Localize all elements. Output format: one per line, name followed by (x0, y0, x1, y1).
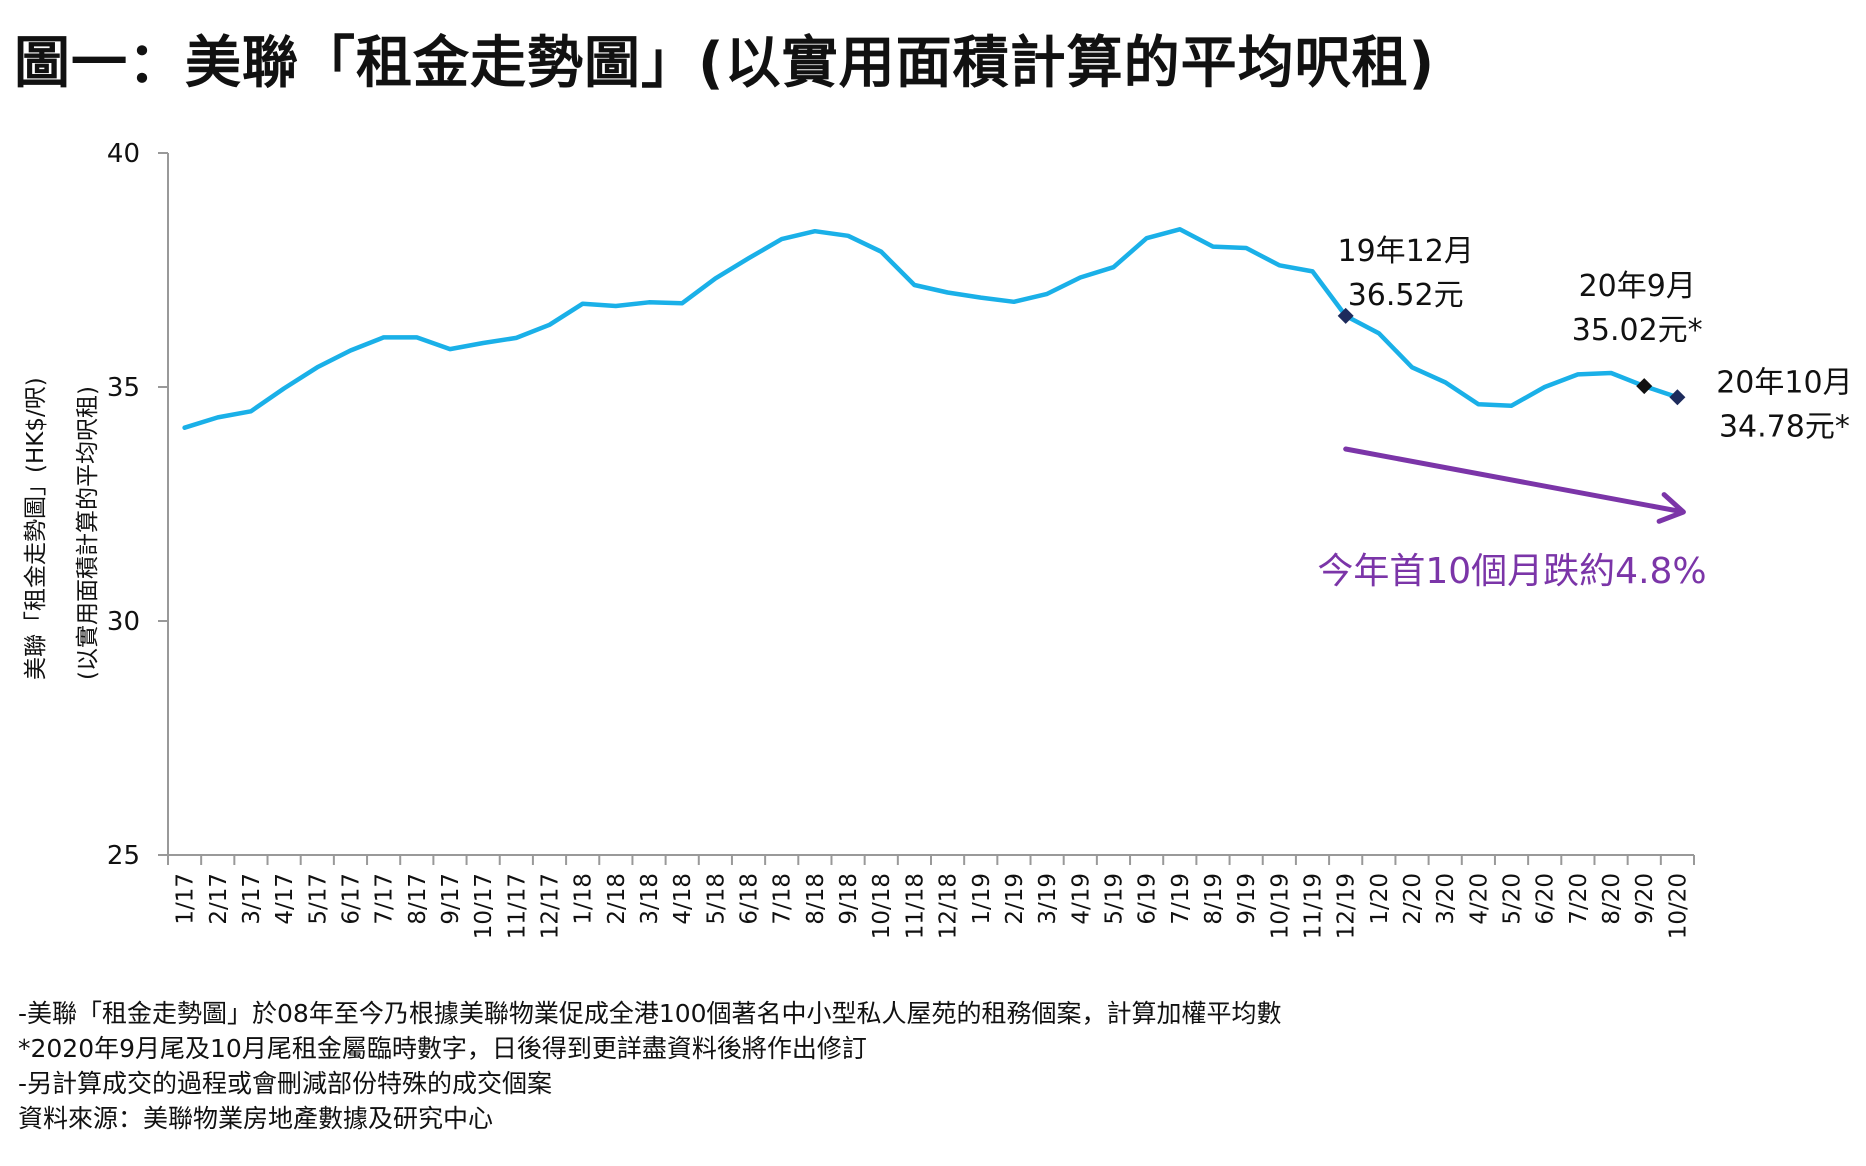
x-tick-label: 3/17 (239, 873, 265, 925)
x-tick-label: 3/19 (1035, 873, 1061, 925)
data-point-label: 19年12月 (1337, 234, 1473, 269)
x-tick-label: 7/19 (1168, 873, 1194, 925)
data-point-marker (1337, 307, 1354, 324)
x-tick-label: 11/19 (1301, 873, 1327, 939)
x-tick-label: 12/19 (1334, 873, 1360, 939)
x-tick-label: 4/19 (1068, 873, 1094, 925)
x-tick-label: 5/17 (305, 873, 331, 925)
data-point-marker (1636, 378, 1653, 395)
x-tick-label: 9/20 (1632, 873, 1658, 925)
x-tick-label: 1/19 (969, 873, 995, 925)
data-point-label: 35.02元* (1572, 313, 1703, 348)
x-tick-label: 4/17 (272, 873, 298, 925)
x-tick-label: 2/18 (604, 873, 630, 925)
trend-annotation-label: 今年首10個月跌約4.8% (1317, 551, 1706, 592)
trend-arrow-line (1343, 446, 1683, 514)
y-tick-label: 35 (107, 373, 140, 403)
x-tick-label: 1/17 (173, 873, 199, 925)
x-tick-label: 10/20 (1665, 873, 1691, 939)
data-point-label: 20年9月 (1579, 269, 1696, 304)
x-tick-label: 5/20 (1500, 873, 1526, 925)
x-tick-label: 6/19 (1135, 873, 1161, 925)
trend-arrow-head (1656, 492, 1686, 524)
x-tick-label: 1/20 (1367, 873, 1393, 925)
footnotes: -美聯「租金走勢圖」於08年至今乃根據美聯物業促成全港100個著名中小型私人屋苑… (18, 996, 1282, 1136)
x-tick-label: 6/17 (338, 873, 364, 925)
x-tick-label: 7/17 (372, 873, 398, 925)
series-line (182, 227, 1680, 430)
y-tick-label: 25 (107, 841, 140, 871)
y-tick-label: 40 (107, 139, 140, 169)
x-tick-label: 9/19 (1234, 873, 1260, 925)
data-point-marker (1669, 389, 1686, 406)
x-tick-label: 11/18 (902, 873, 928, 939)
chart-title: 圖一：美聯「租金走勢圖」(以實用面積計算的平均呎租) (14, 31, 1436, 96)
x-tick-label: 2/19 (1002, 873, 1028, 925)
footnote-3: -另計算成交的過程或會刪減部份特殊的成交個案 (18, 1069, 553, 1098)
x-tick-label: 11/17 (504, 873, 530, 939)
footnote-1: -美聯「租金走勢圖」於08年至今乃根據美聯物業促成全港100個著名中小型私人屋苑… (18, 999, 1282, 1028)
rent-trend-chart: 25 30 35 40 1/17 2/17 3/17 4/17 5/17 6/17 7/17 8/17… (107, 139, 1853, 939)
x-tick-label: 7/18 (770, 873, 796, 925)
data-point-label: 36.52元 (1348, 278, 1464, 313)
x-tick-label: 1/18 (571, 873, 597, 925)
x-tick-label: 7/20 (1566, 873, 1592, 925)
x-tick-label: 10/19 (1267, 873, 1293, 939)
x-tick-label: 12/18 (936, 873, 962, 939)
x-tick-label: 5/19 (1101, 873, 1127, 925)
x-tick-label: 9/18 (836, 873, 862, 925)
x-tick-label: 8/19 (1201, 873, 1227, 925)
x-tick-label: 3/18 (637, 873, 663, 925)
footnote-source: 資料來源：美聯物業房地產數據及研究中心 (18, 1104, 494, 1133)
x-tick-label: 10/18 (869, 873, 895, 939)
x-tick-label: 9/17 (438, 873, 464, 925)
x-tick-label: 6/18 (737, 873, 763, 925)
x-tick-label: 5/18 (703, 873, 729, 925)
data-point-label: 34.78元* (1719, 409, 1850, 444)
x-tick-label: 8/17 (405, 873, 431, 925)
y-tick-label: 30 (107, 607, 140, 637)
x-tick-label: 8/18 (803, 873, 829, 925)
x-tick-label: 10/17 (471, 873, 497, 939)
x-tick-label: 2/20 (1400, 873, 1426, 925)
x-tick-label: 4/18 (670, 873, 696, 925)
x-tick-label: 12/17 (538, 873, 564, 939)
data-point-label: 20年10月 (1716, 365, 1852, 400)
x-tick-label: 2/17 (206, 873, 232, 925)
x-tick-label: 4/20 (1466, 873, 1492, 925)
x-tick-label: 8/20 (1599, 873, 1625, 925)
x-tick-label: 6/20 (1533, 873, 1559, 925)
x-tick-label: 3/20 (1433, 873, 1459, 925)
footnote-2: *2020年9月尾及10月尾租金屬臨時數字，日後得到更詳盡資料後將作出修訂 (18, 1034, 867, 1063)
